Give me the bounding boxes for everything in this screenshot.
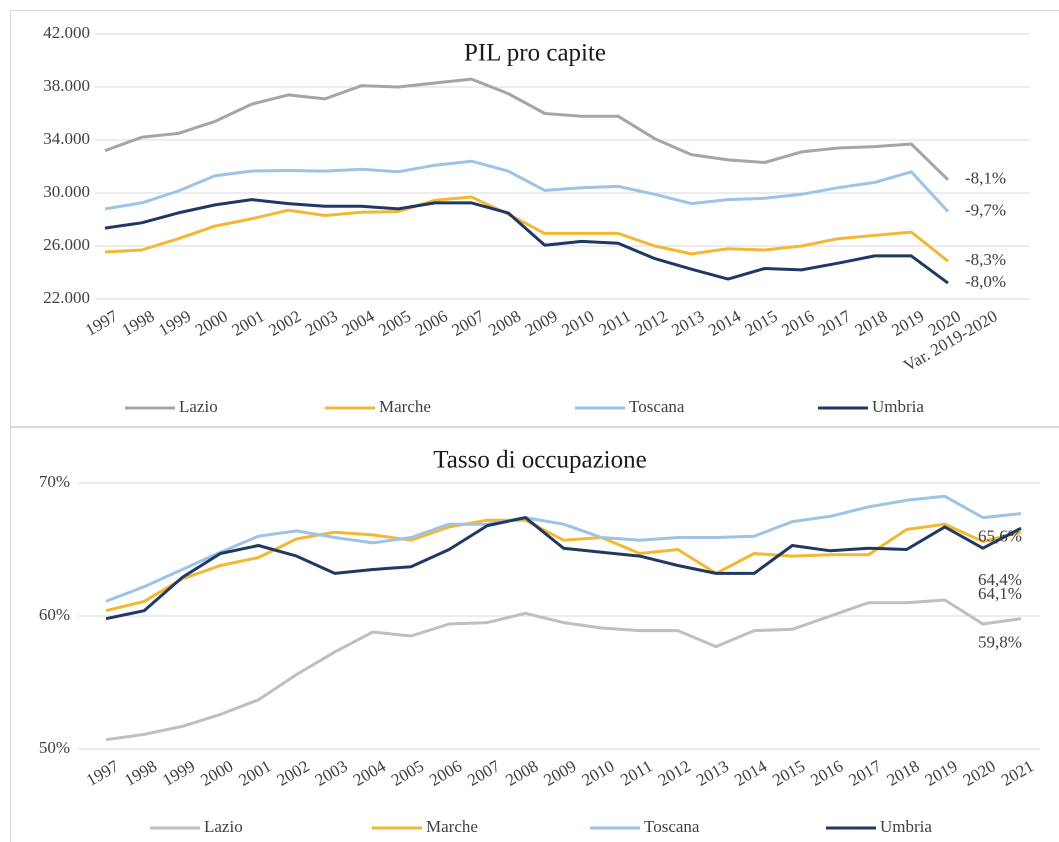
legend-label: Marche (426, 817, 478, 836)
chart-frame (10, 427, 1059, 842)
x-tick-label: 2007 (464, 756, 503, 790)
x-tick-label: 2000 (197, 756, 236, 789)
y-tick-label: 34.000 (43, 129, 90, 148)
x-tick-label: 2010 (558, 306, 597, 339)
x-tick-label: 2010 (579, 756, 618, 789)
legend-label: Toscana (644, 817, 700, 836)
x-tick-label: 2008 (485, 306, 524, 339)
legend-label: Umbria (872, 397, 924, 416)
x-tick-label: 2009 (522, 306, 561, 339)
x-tick-label: 2014 (731, 756, 770, 790)
y-tick-label: 70% (39, 472, 70, 491)
x-tick-label: 1997 (83, 756, 122, 790)
x-tick-label: 2004 (350, 756, 389, 790)
legend-label: Lazio (204, 817, 243, 836)
y-tick-label: 60% (39, 605, 70, 624)
x-tick-label: 1999 (155, 306, 194, 339)
x-tick-label: 2016 (807, 756, 846, 789)
x-tick-label: 1998 (119, 306, 158, 339)
x-tick-label: 2012 (632, 306, 671, 339)
x-tick-label: 2013 (693, 756, 732, 789)
x-tick-label: 1998 (121, 756, 160, 789)
x-tick-label: 2003 (312, 756, 351, 789)
x-tick-label: 2000 (192, 306, 231, 339)
x-tick-label: 2006 (426, 756, 465, 789)
x-tick-label: 2015 (769, 756, 808, 789)
end-annotation: 59,8% (978, 633, 1022, 652)
x-tick-label: 2003 (302, 306, 341, 339)
x-tick-label: 2004 (339, 306, 378, 340)
end-annotation: -8,0% (965, 272, 1006, 291)
y-tick-label: 22.000 (43, 288, 90, 307)
x-tick-label: 2001 (236, 756, 275, 789)
x-tick-label: 2007 (449, 306, 488, 340)
end-annotation: -8,1% (965, 169, 1006, 188)
x-tick-label: 2018 (884, 756, 923, 789)
x-tick-label: 2011 (596, 306, 634, 339)
x-tick-label: 2009 (541, 756, 580, 789)
legend-label: Marche (379, 397, 431, 416)
series-line (104, 77, 950, 181)
series-line (104, 198, 949, 285)
y-tick-label: 38.000 (43, 76, 90, 95)
series-line (105, 494, 1022, 603)
x-tick-label: 1999 (159, 756, 198, 789)
end-annotation: -9,7% (965, 200, 1006, 219)
legend-label: Umbria (880, 817, 932, 836)
series-line (104, 195, 949, 263)
x-tick-label: 2005 (388, 756, 427, 789)
x-tick-label: 1997 (82, 306, 121, 340)
x-tick-label: 2008 (502, 756, 541, 789)
x-tick-label: 2018 (852, 306, 891, 339)
end-annotation: 64,1% (978, 584, 1022, 603)
x-tick-label: 2005 (375, 306, 414, 339)
x-tick-label: 2017 (846, 756, 885, 790)
x-tick-label: 2020 (960, 756, 999, 789)
series-line (105, 518, 1022, 613)
chart-title: PIL pro capite (464, 40, 606, 67)
chart-frame (10, 10, 1059, 427)
x-tick-label: 2014 (705, 306, 744, 340)
legend-label: Lazio (179, 397, 218, 416)
x-tick-label: 2002 (274, 756, 313, 789)
series-line (105, 598, 1022, 742)
series-line (105, 516, 1022, 621)
x-tick-label: 2015 (742, 306, 781, 339)
chart-title: Tasso di occupazione (433, 447, 646, 474)
y-tick-label: 26.000 (43, 235, 90, 254)
end-annotation: 64,4% (978, 570, 1022, 589)
y-tick-label: 30.000 (43, 182, 90, 201)
x-tick-label: 2016 (778, 306, 817, 339)
x-tick-label: 2012 (655, 756, 694, 789)
x-tick-label: 2001 (229, 306, 268, 339)
x-tick-label: 2017 (815, 306, 854, 340)
x-tick-label: 2021 (998, 756, 1037, 789)
x-tick-label: 2006 (412, 306, 451, 339)
end-annotation: 65,6% (978, 526, 1022, 545)
x-tick-label: 2002 (265, 306, 304, 339)
x-tick-label: 2019 (888, 306, 927, 339)
y-tick-label: 42.000 (43, 23, 90, 42)
end-annotation: -8,3% (965, 250, 1006, 269)
legend-label: Toscana (629, 397, 685, 416)
series-line (104, 159, 950, 213)
x-tick-label: 2019 (922, 756, 961, 789)
x-tick-label: 2013 (668, 306, 707, 339)
x-tick-label: 2011 (617, 756, 655, 789)
y-tick-label: 50% (39, 738, 70, 757)
